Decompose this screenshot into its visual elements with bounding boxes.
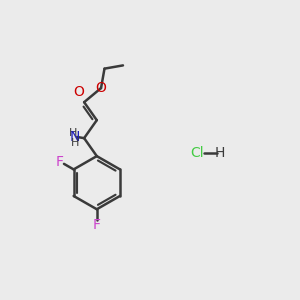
- Text: F: F: [56, 154, 64, 169]
- Text: F: F: [93, 218, 101, 232]
- Text: N: N: [70, 130, 80, 144]
- Text: H: H: [215, 146, 225, 160]
- Text: H: H: [69, 128, 77, 138]
- Text: O: O: [73, 85, 84, 100]
- Text: O: O: [96, 81, 106, 95]
- Text: H: H: [70, 138, 79, 148]
- Text: Cl: Cl: [190, 146, 204, 160]
